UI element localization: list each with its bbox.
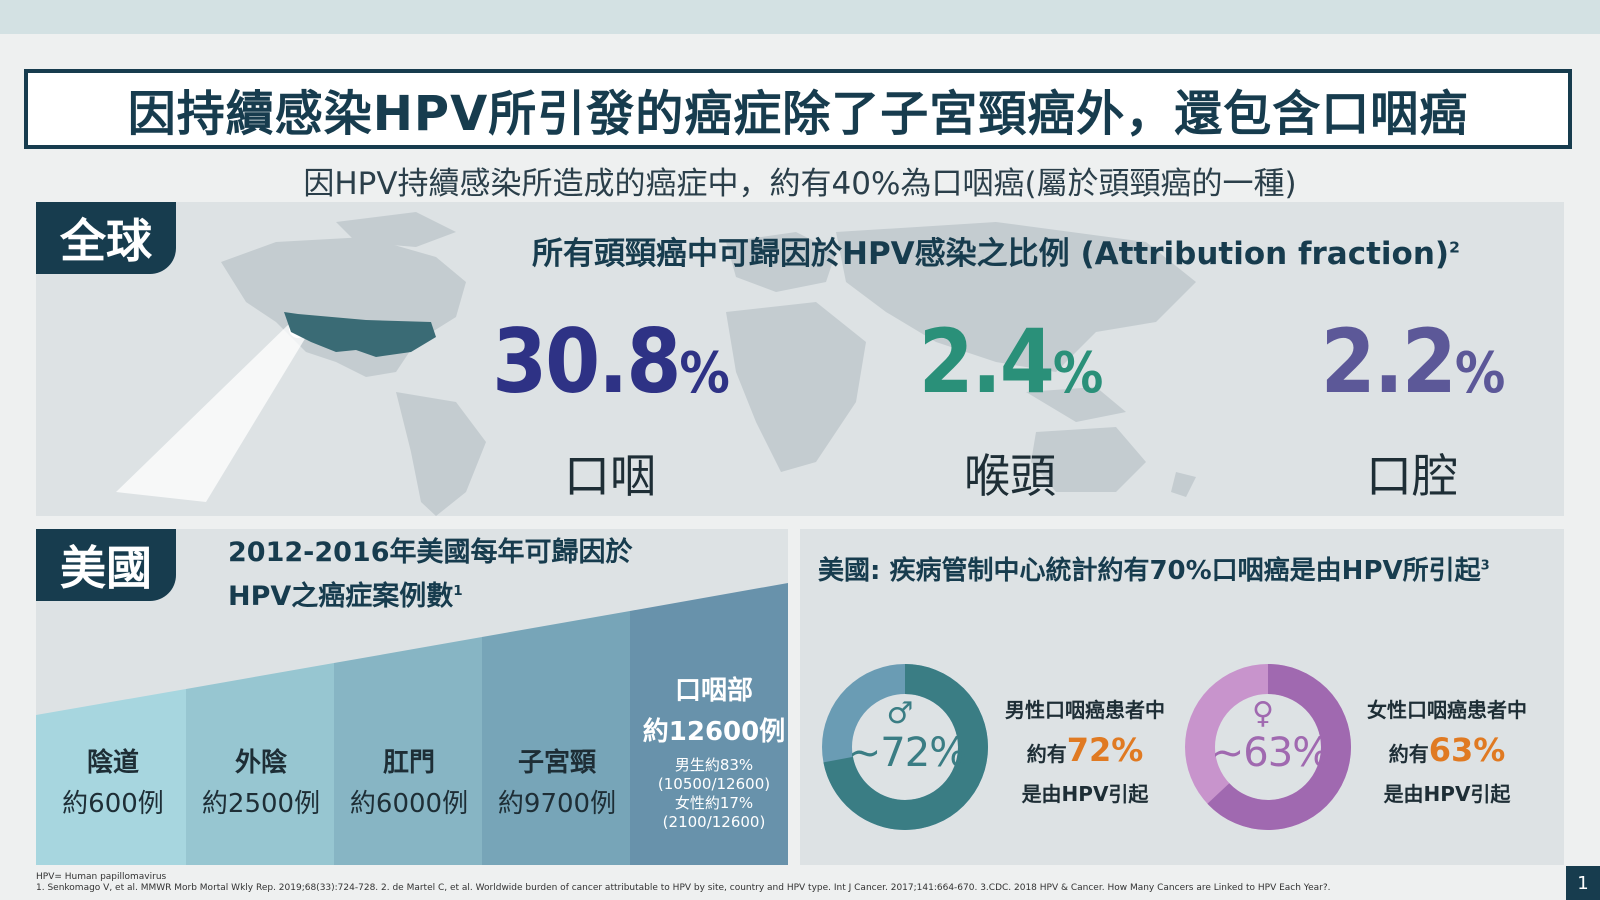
europe-shape: [726, 232, 836, 292]
global-heading: 所有頭頸癌中可歸因於HPV感染之比例 (Attribution fraction…: [532, 236, 1460, 272]
us-cases-heading: 2012-2016年美國每年可歸因於 HPV之癌症案例數1: [228, 537, 633, 612]
stat-larynx: 2.4% 喉頭: [830, 312, 1190, 506]
australia-shape: [1031, 427, 1146, 492]
male-stat-text: 男性口咽癌患者中 約有72% 是由HPV引起: [1005, 698, 1165, 806]
top-banner: [0, 0, 1600, 34]
spotlight-beam: [116, 322, 306, 502]
stat-value: 30.8: [492, 310, 681, 413]
stat-unit: %: [679, 341, 730, 406]
title-box: 因持續感染HPV所引發的癌症除了子宮頸癌外，還包含口咽癌: [24, 69, 1572, 149]
female-symbol-icon: ♀: [1252, 696, 1274, 731]
stat-value: 2.2: [1320, 310, 1457, 413]
step-anus: [334, 637, 482, 865]
global-panel: [36, 202, 1564, 516]
world-map: [116, 212, 1196, 516]
global-tag: 全球: [36, 202, 176, 274]
stat-unit: %: [1052, 341, 1104, 406]
step-text-cervix: 子宮頸 約9700例: [497, 748, 617, 819]
male-symbol-icon: ♂: [886, 696, 914, 731]
footnotes: HPV= Human papillomavirus 1. Senkomago V…: [36, 872, 1331, 893]
page-subtitle: 因HPV持續感染所造成的癌症中，約有40%為口咽癌(屬於頭頸癌的一種): [303, 166, 1297, 202]
female-donut-label: ~63%: [1210, 730, 1330, 776]
stat-label: 口腔: [1366, 449, 1458, 503]
male-donut: [822, 664, 988, 830]
asia-shape: [836, 222, 1196, 372]
stat-value: 2.4: [918, 310, 1055, 413]
islands-shape: [1026, 387, 1126, 422]
greenland-shape: [336, 212, 456, 247]
step-text-oropharynx: 口咽部 約12600例 男生約83% (10500/12600) 女性約17% …: [642, 676, 786, 831]
male-donut-main: [822, 664, 988, 830]
us-tag: 美國: [36, 529, 176, 601]
new-zealand-shape: [1171, 472, 1196, 497]
africa-shape: [726, 302, 866, 472]
step-cervix: [482, 611, 630, 865]
female-stat-text: 女性口咽癌患者中 約有63% 是由HPV引起: [1367, 698, 1527, 806]
stat-oropharynx: 30.8% 口咽: [430, 312, 790, 506]
stat-label: 喉頭: [964, 449, 1056, 503]
step-vagina: [36, 689, 186, 865]
step-text-vulva: 外陰 約2500例: [201, 748, 321, 819]
step-vulva: [186, 663, 334, 865]
cases-staircase: [36, 583, 788, 865]
female-donut-main: [1185, 664, 1351, 830]
stat-unit: %: [1454, 341, 1506, 406]
step-oropharynx: [630, 583, 788, 865]
usa-highlight: [284, 312, 436, 357]
stat-oral-cavity: 2.2% 口腔: [1232, 312, 1592, 506]
page-title: 因持續感染HPV所引發的癌症除了子宮頸癌外，還包含口咽癌: [127, 86, 1469, 142]
south-america-shape: [396, 392, 486, 516]
female-donut: [1185, 664, 1351, 830]
male-donut-label: ~72%: [847, 730, 967, 776]
step-text-vagina: 陰道 約600例: [62, 748, 164, 819]
page-number: 1: [1566, 866, 1600, 900]
cdc-heading: 美國: 疾病管制中心統計約有70%口咽癌是由HPV所引起3: [818, 556, 1490, 586]
step-text-anus: 肛門 約6000例: [349, 748, 469, 819]
stat-label: 口咽: [564, 449, 656, 503]
